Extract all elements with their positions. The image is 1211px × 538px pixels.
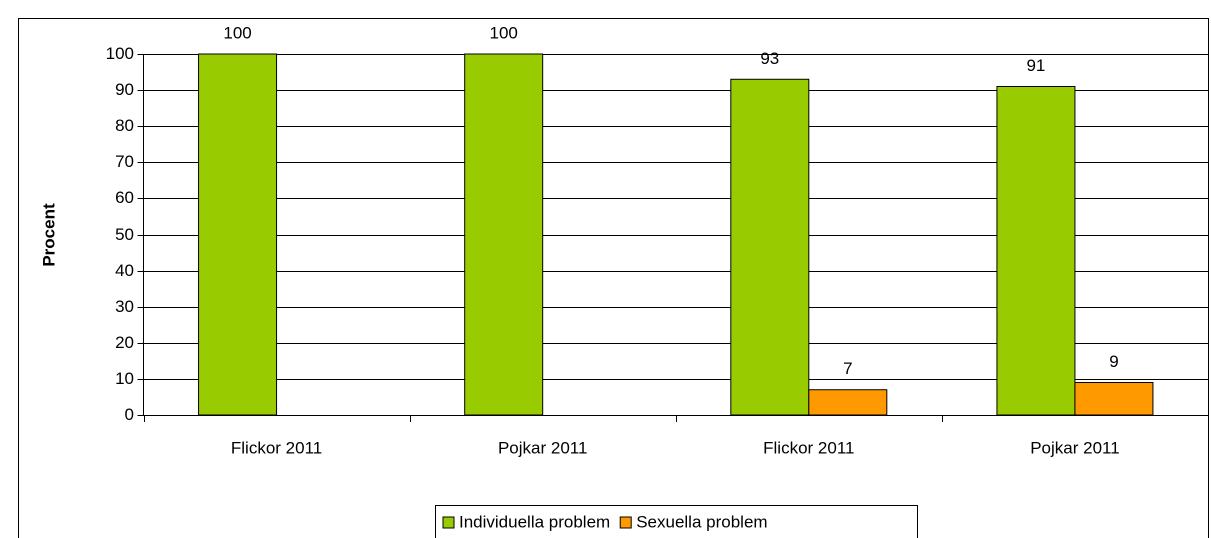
bar — [808, 389, 888, 416]
x-tick-label: Flickor 2011 — [763, 438, 854, 457]
y-tick-label: 20 — [115, 333, 134, 352]
value-label: 100 — [490, 23, 518, 42]
bar — [464, 53, 544, 416]
value-label: 100 — [223, 23, 251, 42]
value-label: 91 — [1026, 56, 1045, 75]
bar — [730, 78, 810, 416]
y-tick-label: 90 — [115, 80, 134, 99]
value-label: 9 — [1109, 352, 1118, 371]
bar — [996, 85, 1076, 416]
value-label: 93 — [760, 49, 779, 68]
y-tick-label: 30 — [115, 297, 134, 316]
legend-swatch — [442, 516, 455, 529]
x-tick-label: Flickor 2011 — [231, 438, 322, 457]
y-tick-label: 50 — [115, 225, 134, 244]
legend-label: Individuella problem — [459, 512, 610, 531]
y-tick-label: 80 — [115, 116, 134, 135]
chart-border — [18, 18, 1209, 538]
y-tick-label: 40 — [115, 261, 134, 280]
x-tick-label: Pojkar 2011 — [498, 438, 587, 457]
value-label: 7 — [843, 359, 852, 378]
x-tick-label: Pojkar 2011 — [1030, 438, 1119, 457]
legend-swatch — [619, 516, 632, 529]
y-tick-label: 100 — [106, 44, 134, 63]
legend-box — [435, 505, 918, 538]
y-tick-label: 60 — [115, 188, 134, 207]
y-tick-label: 10 — [115, 369, 134, 388]
bar — [1074, 382, 1154, 416]
y-axis-label: Procent — [39, 203, 58, 267]
y-tick-label: 70 — [115, 152, 134, 171]
y-tick-label: 0 — [125, 405, 134, 424]
legend-label: Sexuella problem — [636, 512, 767, 531]
bar — [198, 53, 278, 416]
